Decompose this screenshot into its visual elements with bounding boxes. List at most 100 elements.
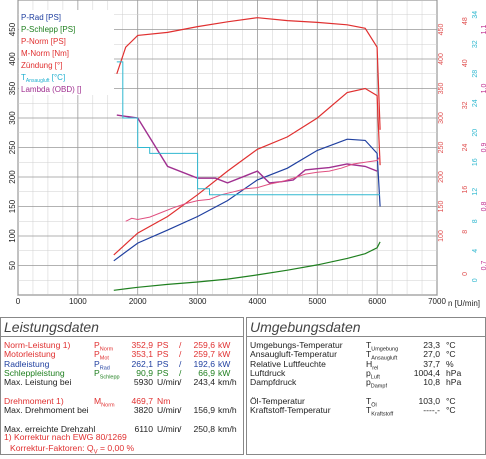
legend-item-name: P-Norm [PS] [21,37,66,46]
y-tick-label: 150 [8,199,17,213]
right-tick-label: 40 [462,59,469,67]
row-unit-2: km/h [218,405,237,416]
right-tick-label: 100 [438,230,445,242]
row-unit-1: PS [157,367,169,378]
legend-item-name: M-Norm [Nm] [21,49,69,58]
right-tick-label: 24 [462,144,469,152]
legend-item-name: P-Rad [PS] [21,13,61,22]
row-value-1: 90,9 [136,367,153,378]
row-value-1: 469,7 [131,395,153,406]
legend-item: Zündung [°] [21,61,62,70]
row-separator: / [179,358,182,369]
right-tick-label: 48 [462,17,469,25]
row-unit-1: PS [157,340,169,350]
legend-item-unit: [°C] [50,73,66,82]
row-unit-1: U/min [157,405,180,416]
row-symbol: TKraftstoff [366,405,394,418]
legend-bg [19,10,114,95]
right-tick-label: 1,0 [481,84,486,94]
row-unit-2: kW [218,367,231,378]
row-symbol: TAnsaugluft [366,349,398,363]
row-label: Ansaugluft-Temperatur [250,349,337,360]
row-unit-2: kW [218,358,231,369]
row-unit: % [446,358,454,369]
footnote-correction: 1) Korrektur nach EWG 80/1269 [4,432,127,443]
row-unit: °C [446,340,456,350]
right-axis-ticks: 1001502002503003504004500816243240480481… [438,11,486,282]
series-line [116,114,378,184]
y-tick-label: 300 [8,111,17,125]
row-label: Dampfdruck [250,377,297,388]
row-symbol: PRad [94,358,110,372]
legend-item: Lambda (OBD) [] [21,85,81,94]
row-value-2: 259,7 [193,349,215,360]
row-symbol: TÖl [366,395,377,409]
x-tick-label: 3000 [189,297,207,306]
row-value-2: 243,4 [193,377,215,388]
left-panel-title: Leistungsdaten [4,319,99,335]
row-unit-1: PS [157,358,169,369]
ignition-and-intake-lines [116,61,381,222]
footnote-factor-sub: V [93,449,98,456]
right-tick-label: 34 [472,11,479,19]
row-unit: °C [446,395,456,406]
symbol-subscript: Luft [370,374,380,381]
tick-labels: 0 1000 2000 3000 4000 5000 6000 7000 50 100 150 200… [8,22,446,306]
right-tick-label: 150 [438,201,445,213]
row-unit-2: km/h [218,377,237,388]
performance-row: Max. Leistung bei 5930 U/min/ 243,4 km/h [2,376,238,388]
row-value-2: 250,8 [193,423,215,434]
row-separator: / [179,367,182,378]
row-value: 103,0 [418,395,440,406]
x-tick-label: 2000 [129,297,147,306]
performance-row: Drehmoment 1) MNorm 469,7 Nm [2,395,238,409]
right-panel-title: Umgebungsdaten [250,319,361,335]
right-panel-header-line [246,336,486,337]
symbol-subscript: Umgebung [371,346,399,353]
row-symbol: pLuft [366,367,380,381]
dyno-chart: 0 1000 2000 3000 4000 5000 6000 700050100150200… [8,0,486,308]
x-tick-label: 7000 [428,297,446,306]
row-unit: hPa [446,367,462,378]
row-symbol: MNorm [94,395,115,409]
row-unit-1: U/min [157,423,180,434]
row-value-2: 156,9 [193,405,215,416]
row-label: Max. Leistung bei [4,377,72,388]
symbol-subscript: Norm [99,346,114,353]
right-tick-label: 250 [438,142,445,154]
right-tick-label: 16 [462,186,469,194]
performance-row: Motorleistung PMot 353,1 PS / 259,7 kW [2,348,238,362]
right-tick-label: 200 [438,171,445,183]
row-symbol: pDampf [366,377,387,390]
y-tick-label: 350 [8,81,17,95]
series-lines [113,17,381,291]
performance-row: Max. erreichte Drehzahl 6110 U/min/ 250,8 km… [2,423,238,435]
y-tick-label: 200 [8,170,17,184]
row-unit-1: PS [157,349,169,360]
row-value-1: 262,1 [131,358,153,369]
row-unit-2: km/h [218,423,237,434]
footnote-factor: Korrektur-Faktoren: QV = 0,00 % [10,443,134,459]
symbol-subscript: Rad [99,365,110,372]
row-label: Max. Drehmoment bei [4,405,89,416]
row-unit-1: U/min [157,377,180,388]
y-tick-label: 50 [8,261,17,270]
row-symbol: Hrel [366,358,379,372]
y-tick-label: 450 [8,22,17,36]
row-separator: / [179,349,182,360]
legend-item-name: Zündung [°] [21,61,62,70]
right-tick-label: 450 [438,24,445,36]
symbol-subscript: Dampf [370,383,387,390]
legend-item-name: Lambda (OBD) [] [21,85,81,94]
row-value-2: 259,6 [193,340,215,350]
y-tick-label: 250 [8,140,17,154]
right-tick-label: 0 [462,272,469,276]
intake-temperature-line [116,61,381,196]
ambient-row: Luftdruck pLuft 1004,4 hPa [248,367,484,381]
row-value: 37,7 [423,358,440,369]
row-label: Öl-Temperatur [250,395,305,406]
row-symbol: PNorm [94,340,114,353]
row-label: Luftdruck [250,367,286,378]
row-unit: °C [446,405,456,416]
performance-row: Radleistung PRad 262,1 PS / 192,6 kW [2,358,238,372]
